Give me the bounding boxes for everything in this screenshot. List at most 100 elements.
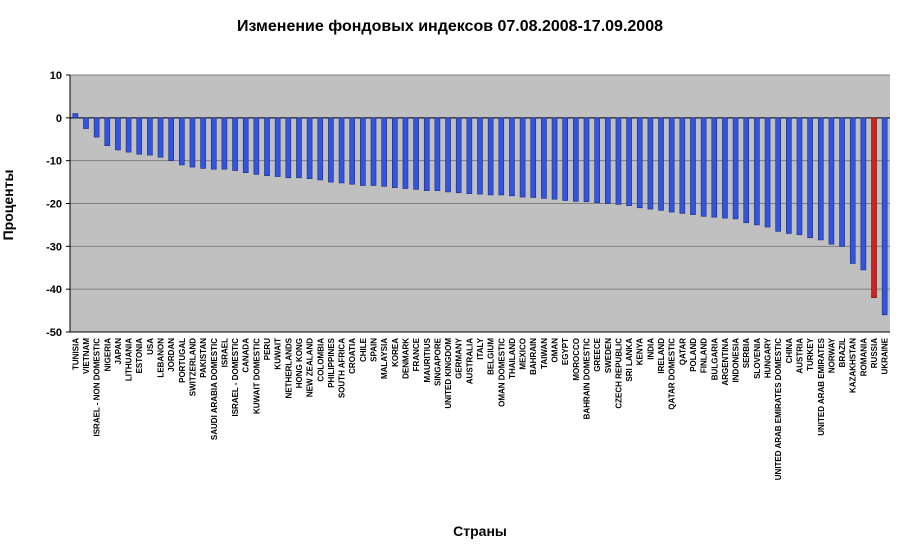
bar	[743, 117, 750, 224]
x-tick-label: TUNISIA	[71, 338, 80, 370]
x-tick-label: NETHERLANDS	[284, 337, 293, 398]
x-tick-label: MEXICO	[519, 338, 528, 370]
bar	[306, 117, 313, 179]
x-tick-label: HUNGARY	[764, 337, 773, 378]
bar	[83, 117, 89, 129]
x-tick-label: OMAN	[551, 338, 560, 363]
bar	[179, 117, 185, 166]
bar	[487, 117, 494, 196]
bar	[700, 117, 707, 217]
x-tick-label: PAKISTAN	[199, 338, 208, 378]
x-tick-label: ITALY	[476, 337, 485, 359]
bar	[519, 117, 526, 198]
x-tick-label: BRAZIL	[838, 338, 847, 367]
x-tick-label: ESTONIA	[135, 338, 144, 374]
bar	[381, 117, 387, 187]
x-tick-label: ISRAEL - DOMESTIC	[231, 338, 240, 417]
x-tick-label: SINGAPORE	[433, 337, 442, 386]
bar	[200, 117, 206, 169]
bar	[104, 117, 111, 146]
x-tick-label: CHILE	[359, 337, 368, 362]
x-tick-label: ISRAEL - NON DOMESTIC	[93, 338, 102, 437]
bar	[860, 117, 867, 271]
bar	[189, 117, 196, 168]
x-tick-label: JORDAN	[167, 338, 176, 372]
bar	[636, 117, 643, 209]
x-tick-label: VIETNAM	[82, 338, 91, 374]
bar	[455, 117, 462, 194]
bar	[668, 117, 675, 213]
y-tick-label: 10	[50, 70, 62, 82]
x-tick-label: POLAND	[689, 338, 698, 372]
x-tick-label: HONG KONG	[295, 338, 304, 388]
x-tick-label: UNITED ARAB EMIRATES	[817, 337, 826, 435]
bar	[253, 117, 260, 175]
x-tick-label: SWEDEN	[604, 338, 613, 373]
bar	[445, 117, 451, 193]
x-tick-label: EGYPT	[561, 338, 570, 365]
x-tick-label: QATAR DOMESTIC	[668, 338, 677, 410]
x-tick-label: COLOMBIA	[316, 338, 325, 382]
bar	[807, 117, 813, 239]
bar	[647, 117, 654, 210]
x-tick-label: TAIWAN	[540, 338, 549, 369]
x-tick-label: PORTUGAL	[178, 338, 187, 383]
x-tick-label: UNITED ARAB EMIRATES DOMESTIC	[774, 338, 783, 480]
bar	[402, 117, 409, 189]
bar	[541, 117, 547, 199]
x-tick-label: THAILAND	[508, 338, 517, 379]
x-tick-label: ISRAEL	[220, 338, 229, 367]
x-tick-label: OMAN DOMESTIC	[497, 338, 506, 407]
x-tick-label: FINLAND	[700, 338, 709, 373]
bar	[849, 117, 856, 264]
x-tick-label: KUWAIT	[274, 338, 283, 370]
x-tick-label: SRI LANKA	[625, 338, 634, 382]
x-tick-label: IRELAND	[657, 338, 666, 374]
x-tick-label: LITHUANIA	[125, 338, 134, 381]
bar	[317, 117, 324, 181]
bar	[328, 117, 334, 183]
x-tick-label: ROMANIA	[859, 338, 868, 376]
chart-title: Изменение фондовых индексов 07.08.2008-1…	[237, 18, 663, 35]
bar	[754, 117, 760, 226]
bar	[583, 117, 590, 203]
bar	[796, 117, 803, 236]
x-tick-label: BELGIUM	[487, 338, 496, 375]
bar	[690, 117, 696, 215]
x-tick-label: USA	[146, 338, 155, 355]
bar	[242, 117, 249, 173]
bar	[274, 117, 281, 177]
x-tick-label: BAHRAIN DOMESTIC	[582, 338, 591, 420]
x-tick-label: PHILIPPINES	[327, 337, 336, 387]
bar	[871, 117, 877, 299]
x-tick-label: KENYA	[636, 338, 645, 365]
bar	[732, 117, 739, 220]
x-tick-label: KOREA	[391, 338, 400, 367]
bar	[626, 117, 632, 206]
bar	[466, 117, 473, 194]
x-tick-label: DENMARK	[401, 338, 410, 379]
bar	[392, 117, 398, 188]
x-tick-label: ARGENTINA	[721, 338, 730, 386]
bar	[115, 117, 121, 151]
x-tick-label: KAZAKHSTAN	[849, 338, 858, 393]
x-tick-label: SERBIA	[742, 338, 751, 368]
bar	[296, 117, 302, 179]
x-tick-label: CROATIA	[348, 338, 357, 374]
x-tick-label: BAHRAIN	[529, 338, 538, 375]
y-tick-label: -10	[46, 156, 62, 168]
x-tick-label: SPAIN	[370, 338, 379, 362]
bar	[764, 117, 771, 228]
x-tick-label: CHINA	[785, 338, 794, 364]
x-tick-label: SOUTH AFRICA	[338, 338, 347, 398]
bar	[573, 117, 579, 202]
bar	[349, 117, 356, 185]
x-tick-label: SLOVENIA	[753, 338, 762, 379]
bar	[221, 117, 228, 170]
bar	[477, 117, 483, 195]
bar	[594, 117, 600, 203]
x-tick-label: AUSTRALIA	[465, 338, 474, 384]
bar	[136, 117, 143, 155]
bar	[786, 117, 792, 234]
bar	[434, 117, 441, 191]
